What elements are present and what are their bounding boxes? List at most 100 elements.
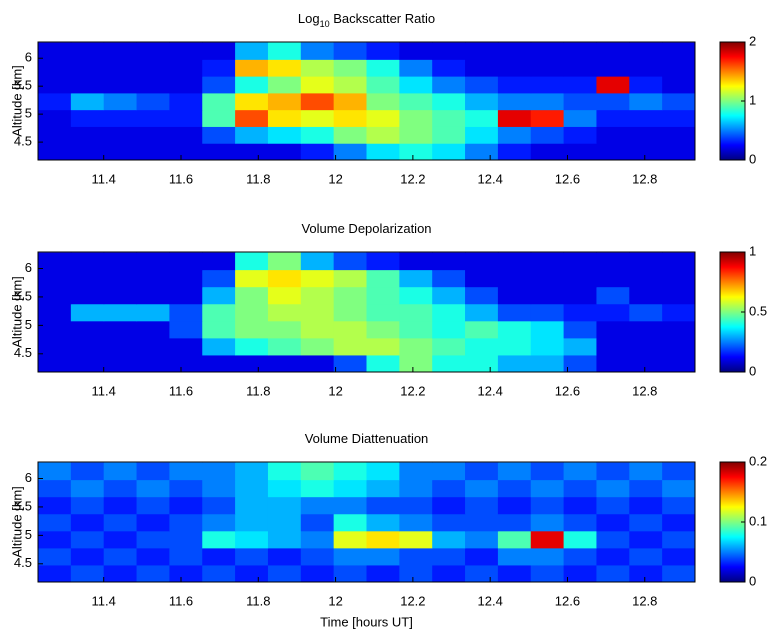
heatmap-cell xyxy=(662,269,695,288)
heatmap-cell xyxy=(432,530,466,549)
heatmap-cell xyxy=(563,126,597,144)
heatmap-cell xyxy=(70,143,105,160)
heatmap-cell xyxy=(169,530,203,549)
heatmap-cell xyxy=(662,76,695,94)
heatmap-cell xyxy=(399,320,433,339)
heatmap-cell xyxy=(432,92,466,111)
heatmap-cell xyxy=(530,354,565,372)
heatmap-cell xyxy=(563,59,597,77)
heatmap-cell xyxy=(399,59,433,77)
heatmap-cell xyxy=(70,530,105,549)
y-tick-label: 5 xyxy=(25,106,32,121)
heatmap-cell xyxy=(103,286,138,305)
heatmap-cell xyxy=(465,462,499,481)
title-part: Log xyxy=(298,11,320,26)
heatmap-cell xyxy=(596,479,630,498)
heatmap-cell xyxy=(169,143,203,160)
y-tick-label: 4.5 xyxy=(14,345,32,360)
heatmap-cell xyxy=(169,126,203,144)
heatmap-cell xyxy=(497,42,532,60)
heatmap-cell xyxy=(136,42,170,60)
heatmap-cell xyxy=(235,303,269,322)
heatmap-cell xyxy=(432,269,466,288)
heatmap-cell xyxy=(662,126,695,144)
heatmap-cell xyxy=(70,354,105,372)
heatmap-cell xyxy=(596,337,630,356)
heatmap-cell xyxy=(366,496,400,515)
heatmap-cell xyxy=(366,143,400,160)
heatmap-cell xyxy=(662,547,695,566)
heatmap-cell xyxy=(465,513,499,532)
heatmap-cell xyxy=(596,143,630,160)
heatmap-cell xyxy=(530,530,565,549)
heatmap-cell xyxy=(202,143,236,160)
colorbar-tick-label: 0 xyxy=(749,573,756,588)
heatmap-cell xyxy=(235,109,269,127)
heatmap-cell xyxy=(596,92,630,111)
heatmap-cell xyxy=(38,337,72,356)
heatmap-cell xyxy=(70,286,105,305)
heatmap-cell xyxy=(366,564,400,582)
heatmap-cell xyxy=(103,496,138,515)
heatmap-cell xyxy=(136,59,170,77)
heatmap-cell xyxy=(465,496,499,515)
colorbar-tick-label: 0.5 xyxy=(749,303,767,318)
heatmap-cell xyxy=(432,462,466,481)
heatmap-cell xyxy=(662,286,695,305)
heatmap-cell xyxy=(103,479,138,498)
x-tick-label: 12 xyxy=(328,171,342,186)
heatmap-cell xyxy=(103,59,138,77)
heatmap-cell xyxy=(300,513,335,532)
heatmap-cell xyxy=(629,126,663,144)
heatmap-cell xyxy=(136,126,170,144)
heatmap-cell xyxy=(300,286,335,305)
heatmap-cell xyxy=(70,337,105,356)
heatmap-cell xyxy=(267,126,302,144)
heatmap-cell xyxy=(235,59,269,77)
heatmap-cell xyxy=(596,496,630,515)
heatmap-cell xyxy=(465,126,499,144)
heatmap-cell xyxy=(563,547,597,566)
heatmap-cell xyxy=(465,269,499,288)
heatmap-cell xyxy=(366,252,400,271)
heatmap-cell xyxy=(399,109,433,127)
heatmap-cell xyxy=(465,59,499,77)
heatmap-cell xyxy=(629,547,663,566)
heatmap-cell xyxy=(366,354,400,372)
heatmap-cell xyxy=(38,252,72,271)
heatmap-cell xyxy=(399,42,433,60)
heatmap-cell xyxy=(497,462,532,481)
heatmap-cell xyxy=(267,286,302,305)
heatmap-cell xyxy=(366,92,400,111)
heatmap-cell xyxy=(596,303,630,322)
heatmap-cell xyxy=(267,320,302,339)
heatmap-cell xyxy=(103,354,138,372)
heatmap-cell xyxy=(366,126,400,144)
heatmap-cell xyxy=(366,479,400,498)
heatmap-cell xyxy=(136,547,170,566)
heatmap-cell xyxy=(38,547,72,566)
heatmap-cell xyxy=(497,76,532,94)
heatmap-cell xyxy=(235,126,269,144)
heatmap-cell xyxy=(267,337,302,356)
heatmap-cell xyxy=(202,320,236,339)
x-tick-label: 12.8 xyxy=(632,383,657,398)
heatmap-cell xyxy=(563,513,597,532)
heatmap-cell xyxy=(333,59,367,77)
heatmap-cell xyxy=(38,143,72,160)
y-axis-label: Altitude [km] xyxy=(9,276,24,348)
heatmap-cell xyxy=(70,76,105,94)
heatmap-cell xyxy=(136,269,170,288)
panel: Volume Depolarization 11.4 11.6 11.8 12 12.2 1… xyxy=(9,221,767,398)
y-axis-label: Altitude [km] xyxy=(9,486,24,558)
x-tick-label: 12.4 xyxy=(478,383,503,398)
heatmap-cell xyxy=(465,76,499,94)
heatmap-cell xyxy=(333,92,367,111)
heatmap-cell xyxy=(235,530,269,549)
heatmap-cell xyxy=(103,269,138,288)
heatmap-cell xyxy=(629,59,663,77)
heatmap-cell xyxy=(300,462,335,481)
heatmap-cell xyxy=(169,479,203,498)
heatmap-cell xyxy=(202,530,236,549)
heatmap-cell xyxy=(497,320,532,339)
